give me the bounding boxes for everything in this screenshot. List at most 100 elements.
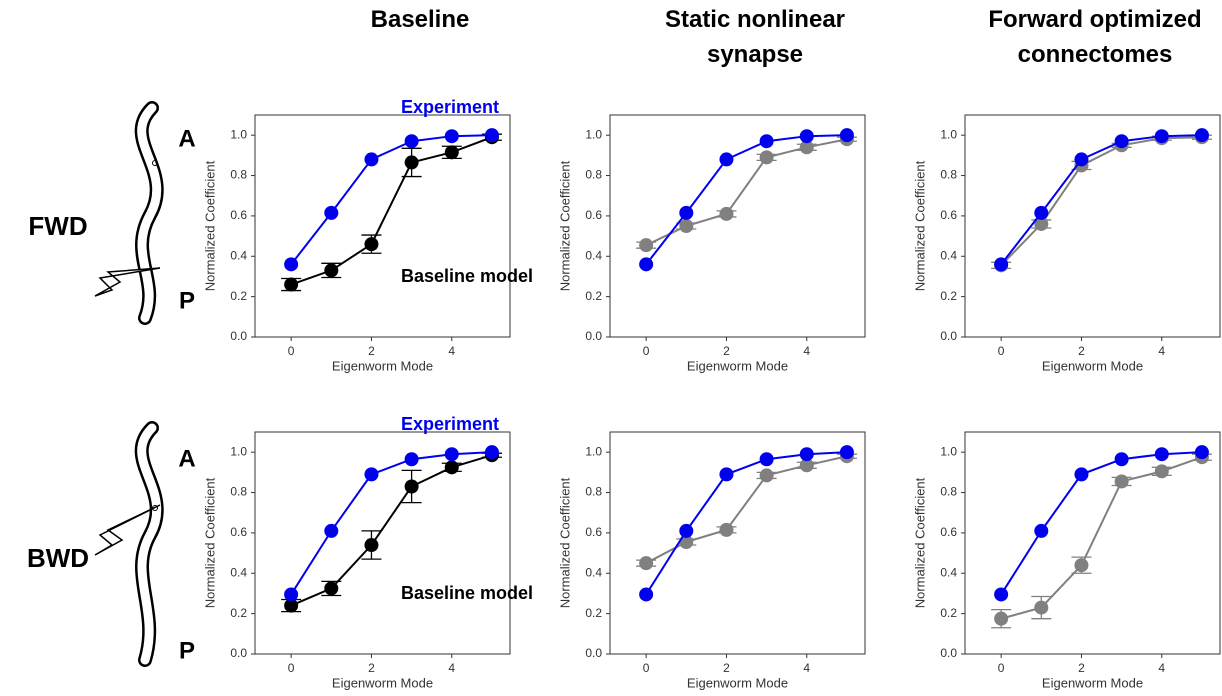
data-point <box>444 460 459 475</box>
y-tick-label: 0.0 <box>940 329 957 343</box>
y-tick-label: 0.0 <box>940 646 957 660</box>
y-tick-label: 0.6 <box>940 208 957 222</box>
x-tick-label: 4 <box>803 661 810 675</box>
y-axis-label: Normalized Coefficient <box>912 160 927 291</box>
data-point <box>404 134 419 149</box>
y-axis-label: Normalized Coefficient <box>557 477 572 608</box>
data-point <box>404 452 419 467</box>
plot-frame <box>609 431 866 655</box>
data-point <box>324 523 339 538</box>
series-annotation: Experiment <box>401 97 499 117</box>
y-tick-label: 0.8 <box>230 485 247 499</box>
y-tick-label: 0.4 <box>940 565 957 579</box>
worm-head <box>152 160 158 166</box>
data-point <box>444 145 459 160</box>
data-point <box>679 534 694 549</box>
column-title: Forward optimized connectomes <box>988 6 1202 68</box>
data-point <box>1154 464 1169 479</box>
x-tick-label: 0 <box>288 661 295 675</box>
data-point <box>1034 523 1049 538</box>
y-axis-label: Normalized Coefficient <box>557 160 572 291</box>
data-point <box>799 129 814 144</box>
data-point <box>1074 558 1089 573</box>
data-point <box>719 206 734 221</box>
data-point <box>719 467 734 482</box>
x-tick-label: 0 <box>643 344 650 358</box>
data-point <box>759 468 774 483</box>
y-tick-label: 0.8 <box>230 168 247 182</box>
y-tick-label: 1.0 <box>230 444 247 458</box>
x-tick-label: 4 <box>1158 661 1165 675</box>
data-point <box>484 445 499 460</box>
y-tick-label: 1.0 <box>585 127 602 141</box>
y-tick-label: 0.6 <box>585 525 602 539</box>
data-point <box>1114 452 1129 467</box>
data-point <box>639 238 654 253</box>
series-line <box>645 451 847 595</box>
plot-frame <box>254 114 511 338</box>
y-tick-label: 1.0 <box>940 444 957 458</box>
y-tick-label: 0.4 <box>940 248 957 262</box>
x-tick-label: 0 <box>998 661 1005 675</box>
y-tick-label: 0.2 <box>230 606 247 620</box>
data-point <box>324 581 339 596</box>
y-tick-label: 0.8 <box>940 485 957 499</box>
x-tick-label: 0 <box>288 344 295 358</box>
data-point <box>284 257 299 272</box>
y-axis-label: Normalized Coefficient <box>912 477 927 608</box>
x-tick-label: 0 <box>643 661 650 675</box>
y-tick-label: 1.0 <box>585 444 602 458</box>
data-point <box>444 129 459 144</box>
data-point <box>759 150 774 165</box>
data-point <box>1154 447 1169 462</box>
y-tick-label: 1.0 <box>230 127 247 141</box>
y-axis-label: Normalized Coefficient <box>202 477 217 608</box>
y-tick-label: 0.2 <box>940 606 957 620</box>
y-tick-label: 0.6 <box>940 525 957 539</box>
y-tick-label: 0.6 <box>230 208 247 222</box>
data-point <box>799 140 814 155</box>
data-point <box>1114 474 1129 489</box>
data-point <box>839 445 854 460</box>
x-tick-label: 2 <box>368 344 375 358</box>
data-point <box>679 219 694 233</box>
x-tick-label: 0 <box>998 344 1005 358</box>
data-point <box>284 598 299 613</box>
data-point <box>484 128 499 143</box>
data-point <box>839 128 854 143</box>
stimulus-bolt <box>94 504 161 556</box>
x-tick-label: 2 <box>1078 344 1085 358</box>
series-line <box>290 451 492 595</box>
series-annotation: Baseline model <box>401 583 533 603</box>
data-point <box>994 257 1009 272</box>
y-tick-label: 0.4 <box>585 565 602 579</box>
data-point <box>284 587 299 602</box>
data-point <box>639 556 654 571</box>
x-axis-label: Eigenworm Mode <box>332 675 433 690</box>
data-point <box>759 134 774 149</box>
data-point <box>1194 128 1209 143</box>
data-point <box>364 538 379 553</box>
series-line <box>290 134 492 265</box>
x-axis-label: Eigenworm Mode <box>687 675 788 690</box>
worm-body <box>137 103 162 323</box>
plot-frame <box>964 431 1221 655</box>
data-point <box>444 447 459 462</box>
data-point <box>1034 205 1049 220</box>
data-point <box>324 263 339 278</box>
series-line <box>290 136 493 286</box>
data-point <box>1074 467 1089 482</box>
x-tick-label: 2 <box>368 661 375 675</box>
data-point <box>759 452 774 467</box>
data-point <box>799 447 814 462</box>
data-point <box>1034 216 1049 231</box>
y-tick-label: 0.2 <box>230 289 247 303</box>
data-point <box>994 587 1009 602</box>
worm-drawings <box>94 101 164 667</box>
column-title: Static nonlinear synapse <box>664 6 846 68</box>
y-tick-label: 0.8 <box>940 168 957 182</box>
y-axis-label: Normalized Coefficient <box>202 160 217 291</box>
data-point <box>1154 129 1169 144</box>
x-tick-label: 4 <box>1158 344 1165 358</box>
